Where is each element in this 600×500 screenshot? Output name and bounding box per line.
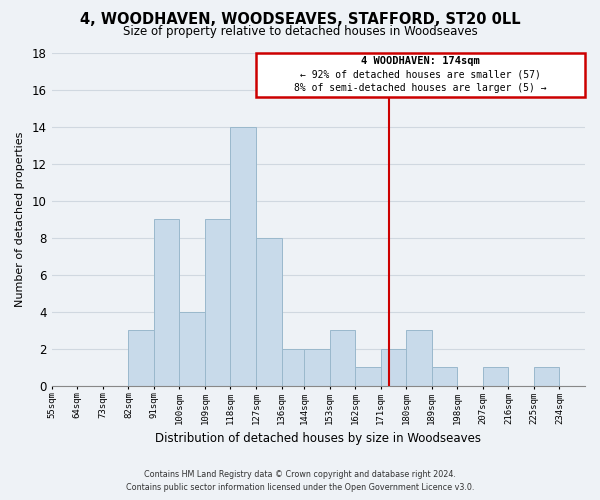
Bar — [534, 368, 559, 386]
FancyBboxPatch shape — [256, 52, 585, 97]
Bar — [304, 349, 330, 386]
Text: 4, WOODHAVEN, WOODSEAVES, STAFFORD, ST20 0LL: 4, WOODHAVEN, WOODSEAVES, STAFFORD, ST20… — [80, 12, 520, 28]
Bar — [205, 219, 230, 386]
Bar — [406, 330, 432, 386]
Bar — [256, 238, 281, 386]
Bar — [154, 219, 179, 386]
Text: 4 WOODHAVEN: 174sqm: 4 WOODHAVEN: 174sqm — [361, 56, 480, 66]
Bar — [483, 368, 508, 386]
Text: ← 92% of detached houses are smaller (57): ← 92% of detached houses are smaller (57… — [300, 70, 541, 80]
Text: Contains HM Land Registry data © Crown copyright and database right 2024.
Contai: Contains HM Land Registry data © Crown c… — [126, 470, 474, 492]
Bar — [230, 126, 256, 386]
Bar — [381, 349, 406, 386]
Text: Size of property relative to detached houses in Woodseaves: Size of property relative to detached ho… — [122, 25, 478, 38]
Bar — [179, 312, 205, 386]
Bar — [330, 330, 355, 386]
Bar — [281, 349, 307, 386]
Text: 8% of semi-detached houses are larger (5) →: 8% of semi-detached houses are larger (5… — [294, 82, 547, 92]
Bar — [355, 368, 381, 386]
Bar — [128, 330, 154, 386]
Y-axis label: Number of detached properties: Number of detached properties — [15, 132, 25, 307]
X-axis label: Distribution of detached houses by size in Woodseaves: Distribution of detached houses by size … — [155, 432, 481, 445]
Bar — [432, 368, 457, 386]
